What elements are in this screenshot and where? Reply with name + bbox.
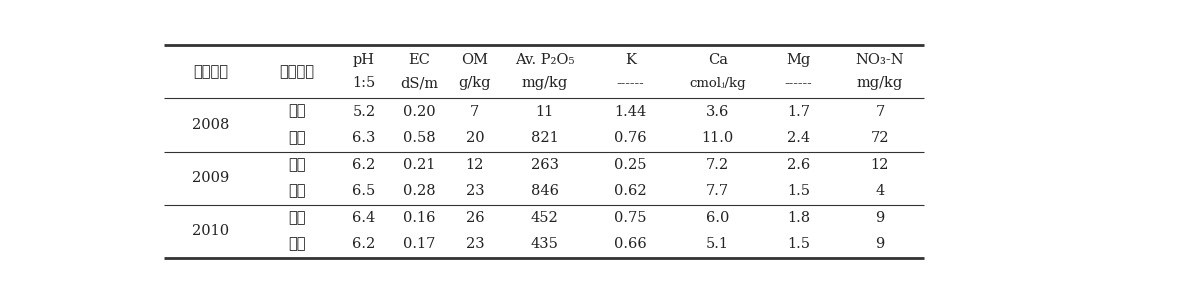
Text: 20: 20 <box>466 131 484 145</box>
Text: NO₃-N: NO₃-N <box>855 53 905 67</box>
Text: 7.2: 7.2 <box>706 158 729 172</box>
Text: 6.5: 6.5 <box>352 184 375 198</box>
Text: 5.2: 5.2 <box>352 105 375 119</box>
Text: 2.4: 2.4 <box>787 131 810 145</box>
Text: 6.2: 6.2 <box>352 238 375 251</box>
Text: 7.7: 7.7 <box>706 184 729 198</box>
Text: 0.75: 0.75 <box>615 211 647 225</box>
Text: Av. P₂O₅: Av. P₂O₅ <box>515 53 575 67</box>
Text: 조사연도: 조사연도 <box>194 65 229 79</box>
Text: 26: 26 <box>466 211 484 225</box>
Text: 263: 263 <box>531 158 558 172</box>
Text: 435: 435 <box>531 238 558 251</box>
Text: 0.58: 0.58 <box>403 131 435 145</box>
Text: 9: 9 <box>876 211 884 225</box>
Text: 1:5: 1:5 <box>352 76 375 91</box>
Text: 유기: 유기 <box>289 131 306 145</box>
Text: 1.8: 1.8 <box>787 211 810 225</box>
Text: 2.6: 2.6 <box>787 158 810 172</box>
Text: EC: EC <box>408 53 429 67</box>
Text: 0.28: 0.28 <box>403 184 435 198</box>
Text: 0.76: 0.76 <box>615 131 647 145</box>
Text: 11.0: 11.0 <box>701 131 734 145</box>
Text: 6.3: 6.3 <box>352 131 375 145</box>
Text: 846: 846 <box>531 184 558 198</box>
Text: 3.6: 3.6 <box>706 105 729 119</box>
Text: g/kg: g/kg <box>458 76 491 91</box>
Text: 2009: 2009 <box>192 171 230 185</box>
Text: 관행: 관행 <box>289 105 306 119</box>
Text: pH: pH <box>352 53 375 67</box>
Text: 452: 452 <box>531 211 558 225</box>
Text: 6.4: 6.4 <box>352 211 375 225</box>
Text: 6.2: 6.2 <box>352 158 375 172</box>
Text: 1.44: 1.44 <box>615 105 647 119</box>
Text: 23: 23 <box>466 184 484 198</box>
Text: 821: 821 <box>531 131 558 145</box>
Text: 0.16: 0.16 <box>403 211 435 225</box>
Text: 처리내용: 처리내용 <box>280 65 315 79</box>
Text: mg/kg: mg/kg <box>857 76 903 91</box>
Text: 12: 12 <box>466 158 484 172</box>
Text: 0.25: 0.25 <box>615 158 647 172</box>
Text: 9: 9 <box>876 238 884 251</box>
Text: ------: ------ <box>617 77 645 90</box>
Text: 1.7: 1.7 <box>787 105 810 119</box>
Text: OM: OM <box>461 53 488 67</box>
Text: mg/kg: mg/kg <box>522 76 568 91</box>
Text: 1.5: 1.5 <box>787 184 810 198</box>
Text: 유기: 유기 <box>289 184 306 198</box>
Text: 72: 72 <box>871 131 889 145</box>
Text: 7: 7 <box>876 105 884 119</box>
Text: 관행: 관행 <box>289 158 306 172</box>
Text: K: K <box>626 53 636 67</box>
Text: 23: 23 <box>466 238 484 251</box>
Text: 0.21: 0.21 <box>403 158 435 172</box>
Text: Mg: Mg <box>787 53 811 67</box>
Text: 5.1: 5.1 <box>706 238 729 251</box>
Text: 2010: 2010 <box>192 224 230 238</box>
Text: 유기: 유기 <box>289 238 306 251</box>
Text: 2008: 2008 <box>192 118 230 132</box>
Text: cmolⱼ/kg: cmolⱼ/kg <box>689 77 746 90</box>
Text: ------: ------ <box>784 77 812 90</box>
Text: 0.62: 0.62 <box>615 184 647 198</box>
Text: 0.66: 0.66 <box>615 238 647 251</box>
Text: 6.0: 6.0 <box>706 211 729 225</box>
Text: 0.17: 0.17 <box>403 238 435 251</box>
Text: 1.5: 1.5 <box>787 238 810 251</box>
Text: 관행: 관행 <box>289 211 306 225</box>
Text: 7: 7 <box>470 105 480 119</box>
Text: 0.20: 0.20 <box>403 105 435 119</box>
Text: 11: 11 <box>535 105 553 119</box>
Text: Ca: Ca <box>707 53 728 67</box>
Text: dS/m: dS/m <box>399 76 438 91</box>
Text: 12: 12 <box>871 158 889 172</box>
Text: 4: 4 <box>876 184 884 198</box>
